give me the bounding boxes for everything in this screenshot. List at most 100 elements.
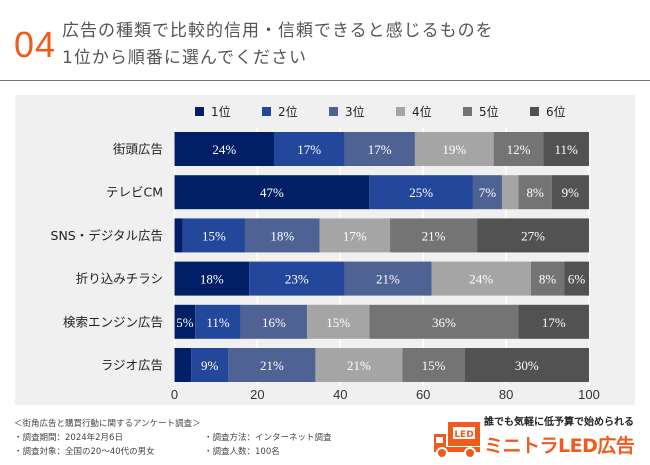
truck-logo-icon: LED bbox=[434, 422, 480, 459]
legend-swatch bbox=[262, 107, 271, 116]
x-tick-label: 40 bbox=[333, 387, 347, 402]
bar-segment bbox=[195, 304, 241, 339]
data-label: 21% bbox=[260, 358, 284, 373]
bar-segment bbox=[390, 218, 478, 253]
notes-count: ・調査人数：100名 bbox=[204, 447, 280, 457]
category-label: 検索エンジン広告 bbox=[63, 314, 163, 329]
bar-segment bbox=[431, 261, 531, 296]
bar-segment bbox=[464, 348, 589, 382]
data-label: 23% bbox=[285, 272, 309, 287]
bar-segment bbox=[493, 132, 544, 166]
data-label: 8% bbox=[526, 185, 544, 200]
legend-swatch bbox=[463, 107, 472, 116]
data-label: 27% bbox=[521, 228, 545, 243]
bar-segment bbox=[228, 348, 316, 382]
data-label: 17% bbox=[542, 315, 566, 330]
notes-target: ・調査対象：全国の20〜40代の男女 bbox=[14, 447, 155, 457]
data-label: 7% bbox=[479, 185, 497, 200]
data-label: 25% bbox=[409, 185, 433, 200]
data-label: 11% bbox=[555, 142, 579, 157]
legend-label: 1位 bbox=[211, 104, 231, 119]
legend-swatch bbox=[530, 107, 539, 116]
notes-period: ・調査期間：2024年2月6日 bbox=[14, 433, 123, 443]
data-label: 24% bbox=[469, 272, 493, 287]
legend-swatch bbox=[195, 107, 204, 116]
bar-segment bbox=[518, 175, 552, 210]
legend-label: 5位 bbox=[479, 104, 499, 119]
data-label: 5% bbox=[176, 315, 194, 330]
data-label: 9% bbox=[201, 358, 219, 373]
bar-segment bbox=[551, 175, 589, 210]
data-label: 18% bbox=[270, 228, 294, 243]
question-line-1: 広告の種類で比較的信用・信頼できると感じるものを bbox=[62, 21, 494, 41]
data-label: 12% bbox=[507, 142, 531, 157]
bar-segment bbox=[564, 261, 589, 296]
bar-segment bbox=[518, 304, 589, 339]
bar-segment bbox=[174, 348, 192, 382]
bar-segment bbox=[477, 218, 589, 253]
data-label: 21% bbox=[422, 228, 446, 243]
bar-segment bbox=[174, 261, 250, 296]
category-label: 街頭広告 bbox=[113, 142, 163, 157]
legend-label: 3位 bbox=[345, 104, 365, 119]
bar-segment bbox=[182, 218, 245, 253]
bar-segment bbox=[369, 175, 473, 210]
data-label: 17% bbox=[343, 228, 367, 243]
data-label: 47% bbox=[260, 185, 284, 200]
bar-segment bbox=[174, 132, 274, 166]
bar-segment bbox=[402, 348, 465, 382]
x-tick-label: 60 bbox=[416, 387, 430, 402]
bar-segment bbox=[191, 348, 229, 382]
data-label: 21% bbox=[347, 358, 371, 373]
bar-segment bbox=[472, 175, 502, 210]
data-label: 21% bbox=[376, 272, 400, 287]
notes-method: ・調査方法：インターネット調査 bbox=[204, 433, 332, 443]
data-label: 15% bbox=[326, 315, 350, 330]
logo-brand-name: ミニトラLED広告 bbox=[484, 435, 635, 457]
bar-segment bbox=[414, 132, 494, 166]
x-tick-label: 0 bbox=[171, 387, 178, 402]
legend-label: 2位 bbox=[278, 104, 298, 119]
bar-segment bbox=[307, 304, 370, 339]
data-label: 6% bbox=[568, 272, 586, 287]
bar-segment bbox=[319, 218, 391, 253]
legend-label: 4位 bbox=[412, 104, 432, 119]
bar-segment bbox=[273, 132, 345, 166]
bar-segment bbox=[174, 218, 183, 253]
data-label: 18% bbox=[200, 272, 224, 287]
category-label: SNS・デジタル広告 bbox=[51, 228, 163, 243]
divider bbox=[0, 80, 650, 81]
bar-segment bbox=[501, 175, 519, 210]
logo-tagline: 誰でも気軽に低予算で始められる bbox=[484, 417, 634, 428]
bar-segment bbox=[369, 304, 519, 339]
x-tick-label: 80 bbox=[499, 387, 513, 402]
category-label: 折り込みチラシ bbox=[76, 271, 163, 286]
question-number: 04 bbox=[14, 24, 57, 65]
bar-segment bbox=[240, 304, 308, 339]
data-label: 8% bbox=[539, 272, 557, 287]
x-tick-label: 20 bbox=[250, 387, 264, 402]
data-label: 15% bbox=[422, 358, 446, 373]
data-label: 30% bbox=[515, 358, 539, 373]
data-label: 17% bbox=[368, 142, 392, 157]
bar-segment bbox=[344, 261, 432, 296]
data-label: 19% bbox=[442, 142, 466, 157]
category-label: テレビCM bbox=[106, 185, 163, 200]
bar-segment bbox=[530, 261, 565, 296]
bar-segment bbox=[249, 261, 345, 296]
question-text: 広告の種類で比較的信用・信頼できると感じるものを 1位から順番に選んでください bbox=[62, 18, 494, 72]
notes-title: ＜街角広告と購買行動に関するアンケート調査＞ bbox=[14, 419, 201, 429]
legend-swatch bbox=[329, 107, 338, 116]
question-line-2: 1位から順番に選んでください bbox=[62, 48, 307, 68]
data-label: 36% bbox=[432, 315, 456, 330]
data-label: 16% bbox=[262, 315, 286, 330]
bar-segment bbox=[174, 304, 196, 339]
bar-segment bbox=[344, 132, 415, 166]
data-label: 15% bbox=[202, 228, 226, 243]
category-label: ラジオ広告 bbox=[101, 358, 163, 373]
bar-segment bbox=[244, 218, 320, 253]
legend-label: 6位 bbox=[546, 104, 566, 119]
bar-segment bbox=[174, 175, 370, 210]
bar-segment bbox=[543, 132, 589, 166]
